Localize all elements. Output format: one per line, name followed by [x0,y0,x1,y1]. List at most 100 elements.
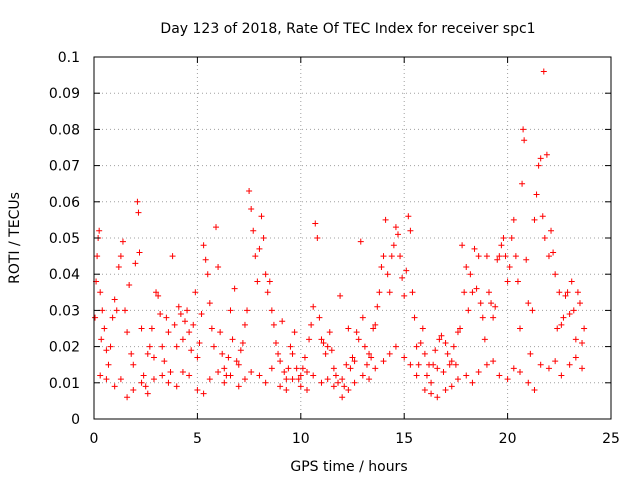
data-point [192,289,199,296]
data-points [92,68,588,401]
data-point [461,289,468,296]
data-point [200,242,207,249]
data-point [343,361,350,368]
data-point [279,318,286,325]
data-point [283,376,290,383]
data-point [434,365,441,372]
data-point [264,289,271,296]
data-point [347,365,354,372]
data-point [306,336,313,343]
data-point [361,343,368,350]
data-point [351,379,358,386]
data-point [562,292,569,299]
data-point [219,350,226,357]
data-point [144,350,151,357]
y-tick-label: 0.08 [49,122,80,138]
data-point [386,289,393,296]
data-point [277,358,284,365]
data-point [481,336,488,343]
data-point [359,314,366,321]
data-point [380,253,387,260]
data-point [213,224,220,231]
data-point [576,300,583,307]
data-point [423,372,430,379]
data-point [469,379,476,386]
data-point [411,314,418,321]
data-point [552,271,559,278]
data-point [146,343,153,350]
data-point [138,379,145,386]
data-point [370,325,377,332]
data-point [514,278,521,285]
data-point [171,321,178,328]
data-point [272,339,279,346]
data-point [459,242,466,249]
data-point [500,235,507,241]
data-point [225,354,232,361]
data-point [179,336,186,343]
data-point [173,343,180,350]
data-point [581,325,588,332]
data-point [295,376,302,383]
data-point [320,339,327,346]
data-point [103,376,110,383]
data-point [115,263,122,270]
data-point [376,289,383,296]
data-point [485,289,492,296]
data-point [165,329,172,336]
data-point [229,336,236,343]
data-point [510,365,517,372]
data-point [194,387,201,394]
data-point [368,354,375,361]
data-point [341,383,348,390]
data-point [260,235,267,241]
data-point [291,329,298,336]
data-point [378,263,385,270]
data-point [471,245,478,252]
data-point [556,289,563,296]
data-point [550,249,557,256]
data-point [275,350,282,357]
data-point [144,390,151,397]
data-point [525,379,532,386]
data-point [454,376,461,383]
data-point [190,321,197,328]
data-point [463,372,470,379]
data-point [543,151,550,158]
data-point [293,365,300,372]
x-tick-label: 25 [602,431,620,447]
data-point [392,343,399,350]
data-point [215,263,222,270]
data-point [512,253,519,260]
data-point [380,358,387,365]
data-point [535,162,542,169]
data-point [558,372,565,379]
data-point [457,325,464,332]
data-point [564,289,571,296]
data-point [254,278,261,285]
data-point [405,213,412,220]
data-point [196,339,203,346]
axis-ticks: 0 5 10 15 20 25 0 0.01 0.02 0.03 0.04 0.05 0.06 0.07 0… [49,50,620,447]
data-point [268,307,275,314]
data-point [545,365,552,372]
data-point [558,321,565,328]
y-tick-label: 0.03 [49,303,80,319]
data-point [540,68,547,75]
data-point [335,379,342,386]
data-point [94,253,101,260]
data-point [440,368,447,375]
data-point [574,289,581,296]
data-point [138,325,145,332]
data-point [357,238,364,245]
data-point [173,383,180,390]
data-point [392,224,399,231]
data-point [366,376,373,383]
chart-title: Day 123 of 2018, Rate Of TEC Index for r… [160,21,535,37]
data-point [304,368,311,375]
data-point [262,271,269,278]
data-point [349,354,356,361]
data-point [186,372,193,379]
data-point [345,387,352,394]
x-tick-label: 5 [193,431,202,447]
